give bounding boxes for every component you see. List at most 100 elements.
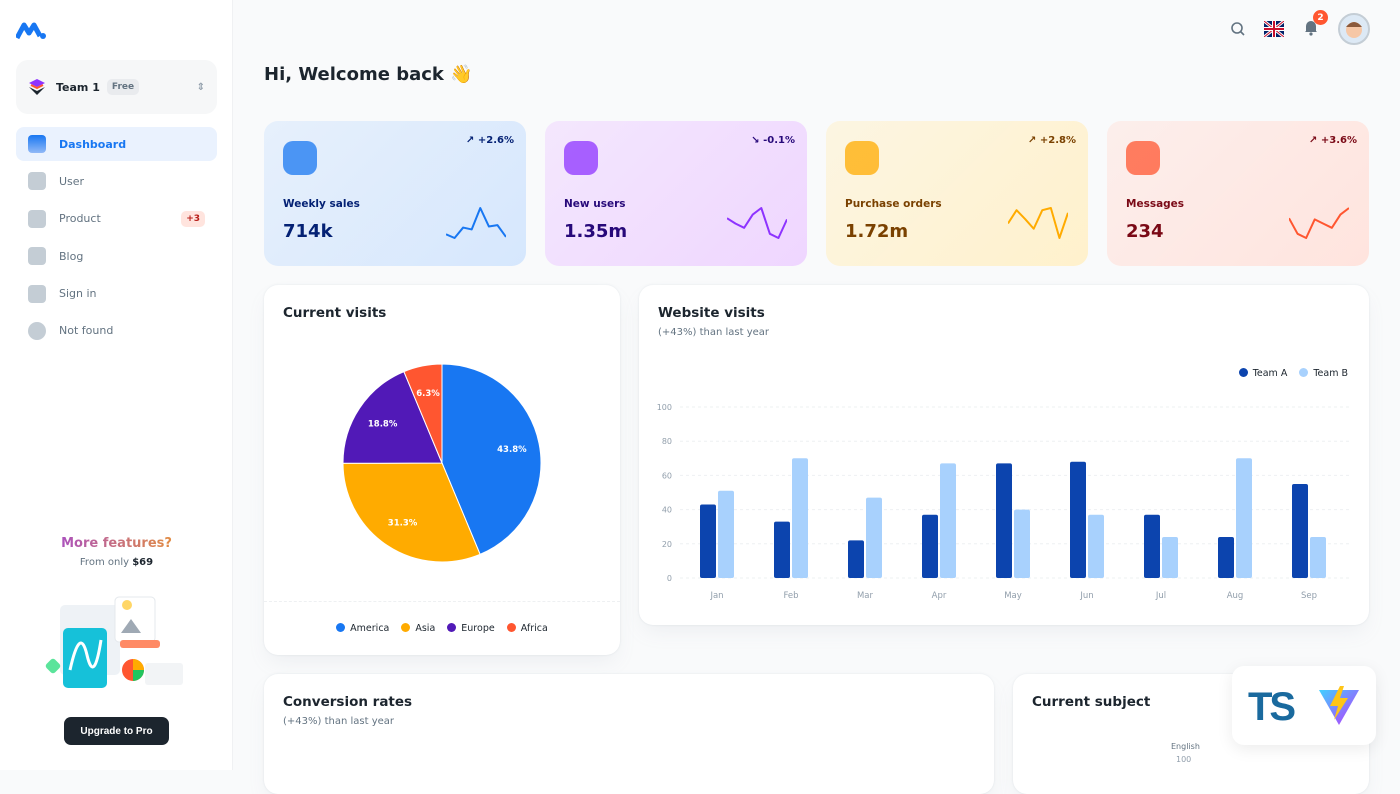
bar-team-a-jan[interactable]	[700, 504, 716, 578]
bar-team-a-jun[interactable]	[1070, 461, 1086, 578]
bar-team-a-feb[interactable]	[774, 521, 790, 578]
x-tick-label: Jul	[1155, 591, 1166, 601]
promo: More features? From only $69	[0, 536, 233, 568]
stat-card-messages: ↗ +3.6% Messages 234	[1107, 121, 1369, 266]
bar-team-b-jan[interactable]	[718, 490, 734, 578]
legend-item: Africa	[506, 623, 548, 634]
logo-icon[interactable]	[16, 22, 46, 40]
current-visits-card: Current visits 43.8% 31.3% 18.8% 6.3% Ameri…	[264, 285, 620, 655]
legend-dot	[336, 623, 346, 632]
pie-slice-europe[interactable]	[342, 370, 443, 464]
x-tick-label: Aug	[1227, 591, 1244, 601]
stat-value: 1.72m	[845, 221, 909, 242]
stat-value: 714k	[283, 221, 333, 242]
bar-team-b-sep[interactable]	[1310, 536, 1326, 578]
svg-text:TS: TS	[1248, 686, 1296, 726]
legend-dot	[1238, 368, 1248, 377]
card-title: Current subject	[1032, 694, 1151, 710]
nav-label: Not found	[59, 324, 114, 338]
trend-down-icon: ↘	[751, 135, 760, 146]
sidebar-item-product[interactable]: Product +3	[16, 202, 217, 236]
legend-dot	[506, 623, 516, 632]
upgrade-button[interactable]: Upgrade to Pro	[64, 717, 169, 745]
legend-dot	[447, 623, 457, 632]
nav-label: Sign in	[59, 287, 97, 301]
bar-legend: Team A Team B	[1238, 368, 1348, 379]
stat-label: Messages	[1126, 198, 1185, 210]
legend-item[interactable]: Team B	[1299, 368, 1348, 379]
bar-chart: 0 20 40 60 80 100 Jan Feb Mar Apr May Jun Jul Aug Sep	[657, 403, 1349, 601]
notifications-button[interactable]: 2	[1302, 10, 1328, 40]
legend-item: Europe	[447, 623, 495, 634]
y-tick-label: 80	[662, 437, 672, 446]
trend-value: +2.6%	[477, 135, 514, 146]
pie-label: 31.3%	[388, 518, 418, 528]
pie-slice-america[interactable]	[441, 363, 542, 556]
bar-team-b-jul[interactable]	[1162, 536, 1178, 578]
sidebar-item-dashboard[interactable]: Dashboard	[16, 127, 217, 161]
page-title: Hi, Welcome back 👋	[264, 64, 473, 85]
trend-value: -0.1%	[763, 135, 795, 146]
bar-team-b-feb[interactable]	[792, 458, 808, 578]
stat-value: 234	[1126, 221, 1164, 242]
bar-team-b-may[interactable]	[1014, 509, 1030, 578]
team-switcher[interactable]: Team 1 Free ⇕	[16, 60, 217, 114]
trend-value: +3.6%	[1320, 135, 1357, 146]
sidebar-item-user[interactable]: User	[16, 164, 217, 198]
legend-dot	[1299, 368, 1309, 377]
bar-team-a-aug[interactable]	[1218, 536, 1234, 578]
cart-icon	[28, 209, 46, 228]
bar-team-a-sep[interactable]	[1292, 483, 1308, 578]
y-tick-label: 20	[662, 540, 672, 549]
sidebar: Team 1 Free ⇕ Dashboard User Product +3 B…	[0, 0, 233, 770]
bar-team-b-mar[interactable]	[866, 497, 882, 578]
x-tick-label: Jun	[1079, 591, 1093, 601]
bar-team-a-may[interactable]	[996, 463, 1012, 578]
pie-legend: America Asia Europe Africa	[264, 623, 620, 634]
user-icon	[28, 172, 46, 191]
pie-label: 18.8%	[368, 420, 398, 430]
sidebar-item-not-found[interactable]: Not found	[16, 314, 217, 348]
card-title: Current visits	[283, 305, 387, 321]
promo-price-text: From only $69	[0, 557, 233, 568]
x-tick-label: Apr	[932, 591, 947, 601]
x-tick-label: Sep	[1301, 591, 1317, 601]
sidebar-item-blog[interactable]: Blog	[16, 239, 217, 273]
stat-icon	[564, 141, 598, 175]
website-visits-card: Website visits (+43%) than last year Tea…	[639, 285, 1369, 625]
legend-label: Africa	[520, 623, 548, 634]
x-tick-label: Mar	[857, 591, 874, 601]
legend-dot	[401, 623, 411, 632]
pie-label: 6.3%	[416, 389, 440, 399]
bar-team-b-aug[interactable]	[1236, 458, 1252, 578]
product-count-badge: +3	[181, 210, 205, 227]
promo-price: $69	[132, 557, 154, 568]
card-subtitle: (+43%) than last year	[283, 716, 395, 727]
uk-flag-icon[interactable]	[1264, 21, 1284, 37]
stat-icon	[283, 141, 317, 175]
tech-badges: TS	[1232, 666, 1376, 745]
legend-item[interactable]: Team A	[1238, 368, 1287, 379]
search-icon[interactable]	[1230, 21, 1246, 37]
legend-label: Asia	[415, 623, 436, 634]
notification-count: 2	[1313, 10, 1328, 25]
pie-chart: 43.8% 31.3% 18.8% 6.3%	[342, 363, 542, 563]
nav-label: Product	[59, 212, 101, 226]
chevron-updown-icon: ⇕	[196, 81, 205, 93]
nav-label: Blog	[59, 249, 84, 263]
bar-team-a-mar[interactable]	[848, 540, 864, 578]
bar-team-a-jul[interactable]	[1144, 514, 1160, 578]
typescript-logo: TS	[1248, 686, 1296, 726]
pie-label: 43.8%	[497, 445, 527, 455]
stat-card-weekly-sales: ↗ +2.6% Weekly sales 714k	[264, 121, 526, 266]
pie-slice-africa[interactable]	[403, 363, 443, 464]
bar-team-a-apr[interactable]	[922, 514, 938, 578]
avatar[interactable]	[1338, 13, 1370, 45]
bar-team-b-jun[interactable]	[1088, 514, 1104, 578]
bar-team-b-apr[interactable]	[940, 463, 956, 578]
sidebar-item-sign-in[interactable]: Sign in	[16, 277, 217, 311]
stat-icon	[1126, 141, 1160, 175]
y-tick-label: 100	[657, 403, 672, 412]
sparkline	[1008, 207, 1068, 239]
pie-slice-asia[interactable]	[342, 462, 481, 563]
